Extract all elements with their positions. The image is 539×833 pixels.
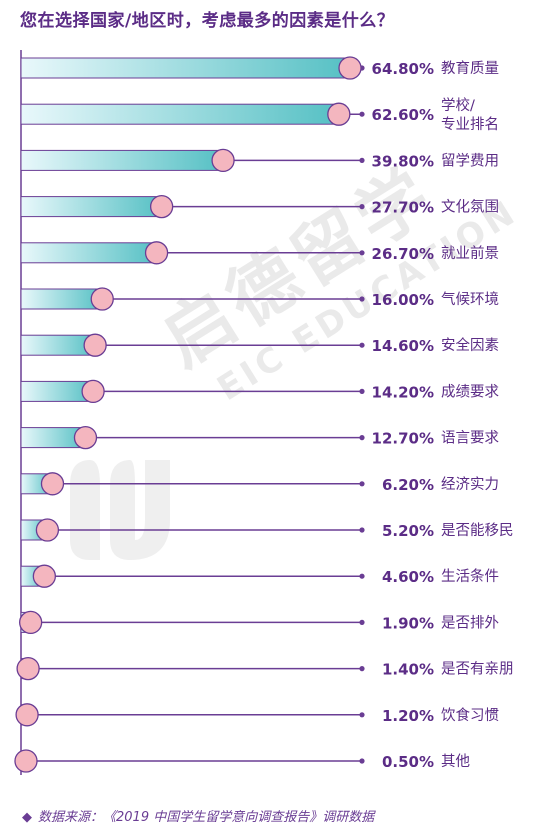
bar-chart: 64.80% 教育质量 62.60% 学校/专业排名 39.80% 留学费用 27.70% 文… xyxy=(14,50,514,775)
bar-row: 0.50% 其他 xyxy=(14,749,470,773)
bar-end-dot xyxy=(15,703,39,727)
bar-row: 26.70% 就业前景 xyxy=(20,241,499,265)
category-label: 语言要求 xyxy=(441,430,499,447)
category-label: 留学费用 xyxy=(441,152,499,169)
category-label: 其他 xyxy=(441,753,470,770)
category-label: 是否有亲朋 xyxy=(441,661,514,678)
bar-end-dot xyxy=(83,333,107,357)
bar-row: 16.00% 气候环境 xyxy=(20,287,499,311)
leader-end-dot xyxy=(359,157,365,163)
bar-row: 12.70% 语言要求 xyxy=(20,425,499,450)
bar xyxy=(20,288,103,310)
bar-row: 14.60% 安全因素 xyxy=(20,333,499,357)
leader-end-dot xyxy=(359,250,365,256)
category-label: 就业前景 xyxy=(441,245,499,262)
value-label: 4.60% xyxy=(382,568,434,586)
bar-end-dot xyxy=(81,379,105,404)
bar-row: 62.60% 学校/专业排名 xyxy=(20,97,499,133)
bar-row: 27.70% 文化氛围 xyxy=(20,194,499,219)
category-label: 文化氛围 xyxy=(441,199,499,216)
leader-end-dot xyxy=(359,111,365,117)
value-label: 64.80% xyxy=(372,60,434,78)
category-label: 专业排名 xyxy=(441,116,499,133)
value-label: 1.40% xyxy=(382,661,434,679)
footer-source: ◆ 数据来源：《2019 中国学生留学意向调查报告》调研数据 xyxy=(22,806,374,825)
leader-end-dot xyxy=(359,527,365,533)
bar xyxy=(20,103,340,125)
bar-row: 1.20% 饮食习惯 xyxy=(15,703,499,727)
bar-end-dot xyxy=(90,287,114,311)
bar-row: 39.80% 留学费用 xyxy=(20,148,499,173)
leader-end-dot xyxy=(359,388,365,394)
category-label: 教育质量 xyxy=(441,60,499,77)
leader-end-dot xyxy=(359,435,365,441)
value-label: 14.20% xyxy=(372,383,434,401)
value-label: 62.60% xyxy=(372,106,434,124)
bar-row: 64.80% 教育质量 xyxy=(20,56,499,80)
leader-end-dot xyxy=(359,296,365,302)
value-label: 14.60% xyxy=(372,337,434,355)
leader-end-dot xyxy=(359,342,365,348)
value-label: 0.50% xyxy=(382,753,434,771)
bar-end-dot xyxy=(18,610,43,635)
bar-end-dot xyxy=(73,425,98,450)
value-label: 1.90% xyxy=(382,614,434,632)
bar-end-dot xyxy=(327,102,351,126)
diamond-icon: ◆ xyxy=(22,810,32,825)
category-label: 是否排外 xyxy=(441,614,499,631)
bar-end-dot xyxy=(32,564,57,588)
category-label: 学校/ xyxy=(441,97,475,114)
bar-end-dot xyxy=(16,656,40,681)
category-label: 气候环境 xyxy=(441,290,499,308)
leader-end-dot xyxy=(359,758,365,764)
footer-text: 数据来源：《2019 中国学生留学意向调查报告》调研数据 xyxy=(38,810,375,825)
leader-end-dot xyxy=(359,573,365,579)
bar xyxy=(20,242,158,264)
bar-end-dot xyxy=(14,749,38,773)
value-label: 27.70% xyxy=(372,199,434,217)
bar-row: 1.40% 是否有亲朋 xyxy=(16,656,514,681)
value-label: 5.20% xyxy=(382,522,434,540)
bar xyxy=(20,57,351,79)
category-label: 成绩要求 xyxy=(441,383,499,400)
bar-end-dot xyxy=(35,518,60,542)
value-label: 16.00% xyxy=(372,291,434,309)
value-label: 39.80% xyxy=(372,152,434,170)
leader-end-dot xyxy=(359,619,365,626)
bar-row: 5.20% 是否能移民 xyxy=(20,518,514,542)
leader-end-dot xyxy=(359,204,365,210)
bar-row: 6.20% 经济实力 xyxy=(20,472,499,496)
value-label: 6.20% xyxy=(382,476,434,494)
chart-title: 您在选择国家/地区时，考虑最多的因素是什么？ xyxy=(20,11,395,31)
leader-end-dot xyxy=(359,666,365,672)
bar xyxy=(20,196,163,218)
bar-end-dot xyxy=(338,56,362,80)
category-label: 经济实力 xyxy=(441,476,499,493)
bar-end-dot xyxy=(144,241,169,265)
category-label: 安全因素 xyxy=(441,336,499,354)
value-label: 26.70% xyxy=(372,245,434,263)
bar xyxy=(20,149,224,171)
category-label: 饮食习惯 xyxy=(441,707,499,724)
category-label: 生活条件 xyxy=(441,568,499,585)
bar-end-dot xyxy=(211,148,235,173)
bar-end-dot xyxy=(40,472,65,496)
leader-end-dot xyxy=(359,481,365,487)
bar-end-dot xyxy=(149,194,174,219)
value-label: 1.20% xyxy=(382,707,434,725)
bar-row: 1.90% 是否排外 xyxy=(18,610,499,635)
category-label: 是否能移民 xyxy=(441,522,514,539)
leader-end-dot xyxy=(359,712,365,718)
value-label: 12.70% xyxy=(372,430,434,448)
bar-row: 14.20% 成绩要求 xyxy=(20,379,499,404)
bar-row: 4.60% 生活条件 xyxy=(20,564,499,588)
